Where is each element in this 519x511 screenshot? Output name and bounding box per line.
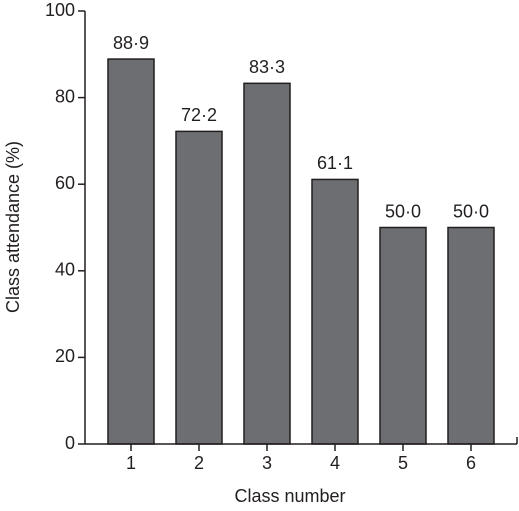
value-label: 88·9 <box>113 33 149 53</box>
x-tick-label: 1 <box>126 453 136 473</box>
bar <box>243 82 291 445</box>
y-tick-label: 40 <box>55 260 75 280</box>
bar <box>175 130 223 445</box>
value-label: 72·2 <box>181 105 217 125</box>
x-tick-label: 5 <box>398 453 408 473</box>
bar <box>379 226 427 445</box>
bar <box>311 178 359 445</box>
bar <box>107 58 155 445</box>
value-label: 83·3 <box>249 57 285 77</box>
bar <box>447 226 495 445</box>
y-tick-label: 100 <box>45 0 75 20</box>
y-tick-label: 80 <box>55 86 75 106</box>
x-tick-label: 4 <box>330 453 340 473</box>
x-tick-label: 6 <box>466 453 476 473</box>
y-tick-label: 0 <box>65 433 75 453</box>
value-label: 50·0 <box>453 201 489 221</box>
x-tick-label: 3 <box>262 453 272 473</box>
x-axis-label: Class number <box>234 486 345 506</box>
y-tick-label: 20 <box>55 346 75 366</box>
value-label: 50·0 <box>385 201 421 221</box>
value-label: 61·1 <box>317 153 353 173</box>
y-tick-label: 60 <box>55 173 75 193</box>
y-axis-label: Class attendance (%) <box>3 141 23 313</box>
x-tick-label: 2 <box>194 453 204 473</box>
